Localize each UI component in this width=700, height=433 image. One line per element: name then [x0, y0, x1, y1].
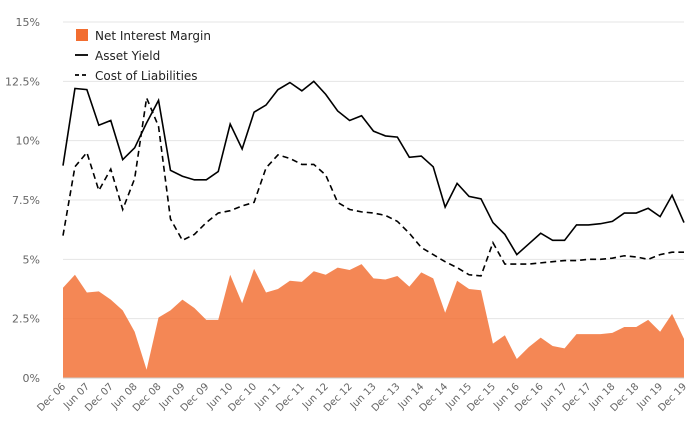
y-tick-label: 7.5% — [12, 194, 40, 207]
legend-item-asset-yield: Asset Yield — [75, 49, 160, 63]
series-layer — [62, 80, 685, 378]
y-tick-label: 10% — [16, 135, 40, 148]
series-line-asset-yield — [62, 80, 685, 256]
legend: Net Interest Margin Asset Yield Cost of … — [75, 29, 211, 83]
y-tick-label: 2.5% — [12, 313, 40, 326]
y-tick-label: 12.5% — [5, 75, 40, 88]
series-line-cost-of-liabilities — [62, 94, 684, 277]
legend-label-net-interest-margin: Net Interest Margin — [95, 29, 211, 43]
y-tick-label: 5% — [23, 253, 40, 266]
legend-swatch-net-interest-margin — [76, 29, 88, 41]
grid-lines — [63, 21, 684, 320]
legend-item-cost-of-liabilities: Cost of Liabilities — [75, 69, 198, 83]
y-tick-label: 0% — [23, 372, 40, 385]
y-tick-label: 15% — [16, 16, 40, 29]
legend-label-cost-of-liabilities: Cost of Liabilities — [95, 69, 198, 83]
x-tick-label: Dec 06 — [35, 381, 68, 414]
legend-item-net-interest-margin: Net Interest Margin — [76, 29, 211, 43]
legend-label-asset-yield: Asset Yield — [95, 49, 160, 63]
y-axis-tick-labels: 0% 2.5% 5% 7.5% 10% 12.5% 15% — [5, 16, 40, 385]
series-area-net-interest-margin — [63, 264, 684, 378]
